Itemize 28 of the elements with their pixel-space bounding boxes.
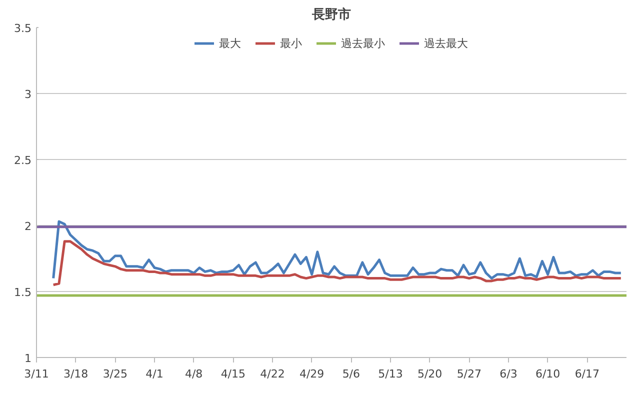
- legend-label: 過去最大: [424, 36, 468, 50]
- y-tick-label: 3: [24, 88, 32, 101]
- x-tick-label: 6/3: [500, 368, 518, 380]
- x-tick-label: 4/8: [184, 368, 203, 380]
- x-tick-label: 3/11: [24, 368, 49, 380]
- x-tick-label: 4/15: [220, 368, 246, 380]
- y-tick-label: 2.5: [14, 154, 32, 167]
- x-tick-label: 6/10: [535, 368, 560, 380]
- chart-title: 長野市: [311, 6, 351, 22]
- x-tick-label: 4/1: [146, 368, 164, 380]
- y-tick-label: 3.5: [14, 22, 32, 35]
- legend-label: 最小: [280, 36, 302, 50]
- y-tick-label: 2: [24, 220, 32, 233]
- x-tick-label: 5/6: [342, 368, 360, 380]
- x-tick-label: 5/27: [456, 368, 482, 380]
- y-tick-label: 1: [24, 352, 32, 365]
- x-tick-label: 6/17: [574, 368, 600, 380]
- legend-label: 最大: [219, 36, 241, 50]
- x-tick-label: 5/20: [417, 368, 442, 380]
- x-tick-label: 3/25: [102, 368, 128, 380]
- x-tick-label: 3/18: [63, 368, 88, 380]
- line-series: [52, 240, 622, 286]
- legend-label: 過去最小: [341, 36, 385, 50]
- x-tick-label: 5/13: [378, 368, 403, 380]
- line-series: [52, 220, 622, 280]
- y-tick-label: 1.5: [14, 286, 32, 299]
- x-tick-label: 4/22: [260, 368, 285, 380]
- x-tick-label: 4/29: [299, 368, 324, 380]
